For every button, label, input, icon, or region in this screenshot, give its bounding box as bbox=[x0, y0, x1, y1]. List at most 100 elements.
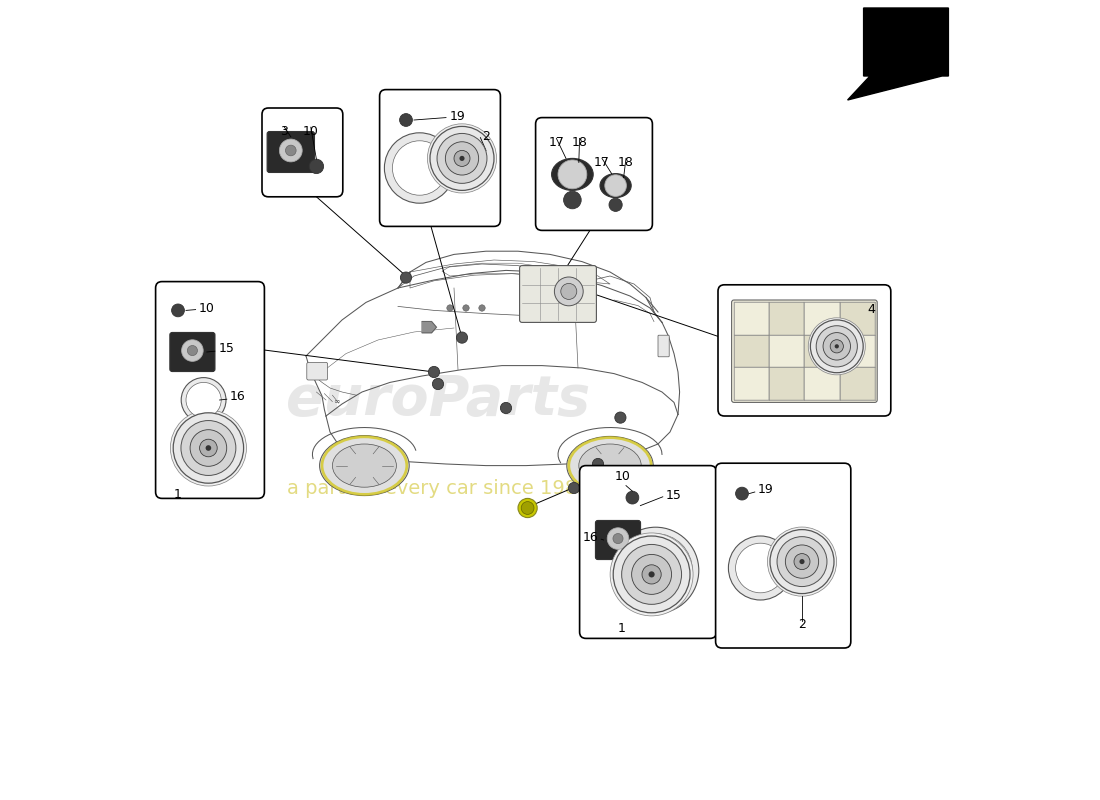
Text: 18: 18 bbox=[618, 156, 634, 169]
Bar bbox=[769, 335, 804, 367]
Circle shape bbox=[800, 559, 804, 564]
Circle shape bbox=[446, 142, 478, 175]
Circle shape bbox=[736, 543, 785, 593]
Bar bbox=[734, 367, 769, 400]
Circle shape bbox=[399, 114, 412, 126]
FancyBboxPatch shape bbox=[536, 118, 652, 230]
Circle shape bbox=[768, 527, 837, 596]
Circle shape bbox=[794, 554, 810, 570]
Text: ∞: ∞ bbox=[333, 397, 340, 406]
Text: 15: 15 bbox=[666, 489, 682, 502]
FancyBboxPatch shape bbox=[155, 282, 264, 498]
Circle shape bbox=[785, 545, 818, 578]
Ellipse shape bbox=[579, 444, 641, 487]
Circle shape bbox=[631, 554, 672, 594]
Text: 10: 10 bbox=[199, 302, 214, 314]
Circle shape bbox=[279, 139, 302, 162]
FancyBboxPatch shape bbox=[379, 90, 500, 226]
Bar bbox=[839, 367, 875, 400]
Circle shape bbox=[770, 530, 834, 594]
Circle shape bbox=[610, 533, 693, 616]
Circle shape bbox=[811, 320, 864, 373]
Circle shape bbox=[460, 156, 464, 161]
Circle shape bbox=[199, 439, 217, 457]
Circle shape bbox=[428, 124, 496, 193]
Circle shape bbox=[569, 482, 580, 494]
Circle shape bbox=[463, 305, 470, 311]
Circle shape bbox=[500, 402, 512, 414]
Circle shape bbox=[558, 160, 586, 189]
Circle shape bbox=[454, 150, 470, 166]
FancyBboxPatch shape bbox=[267, 131, 315, 173]
Circle shape bbox=[554, 277, 583, 306]
Circle shape bbox=[621, 545, 682, 604]
Circle shape bbox=[626, 491, 639, 504]
Ellipse shape bbox=[566, 437, 653, 494]
Text: 19: 19 bbox=[450, 110, 465, 122]
Circle shape bbox=[576, 297, 587, 308]
Circle shape bbox=[182, 340, 204, 362]
Circle shape bbox=[613, 527, 698, 614]
Circle shape bbox=[187, 346, 197, 355]
Circle shape bbox=[605, 175, 626, 196]
FancyBboxPatch shape bbox=[307, 362, 328, 380]
Circle shape bbox=[400, 272, 411, 283]
Bar bbox=[734, 335, 769, 367]
Circle shape bbox=[823, 333, 850, 360]
FancyBboxPatch shape bbox=[658, 335, 669, 357]
Text: a part for every car since 1985: a part for every car since 1985 bbox=[287, 478, 590, 498]
Ellipse shape bbox=[600, 174, 631, 198]
Text: 10: 10 bbox=[302, 125, 319, 138]
Circle shape bbox=[190, 430, 227, 466]
Text: 2: 2 bbox=[482, 130, 490, 142]
Circle shape bbox=[309, 159, 323, 174]
Circle shape bbox=[521, 502, 534, 514]
Circle shape bbox=[736, 487, 748, 500]
Circle shape bbox=[808, 318, 866, 375]
Bar bbox=[804, 302, 839, 335]
FancyBboxPatch shape bbox=[580, 466, 716, 638]
Bar bbox=[839, 335, 875, 367]
Circle shape bbox=[642, 565, 661, 584]
Polygon shape bbox=[848, 8, 948, 100]
FancyBboxPatch shape bbox=[716, 463, 850, 648]
Circle shape bbox=[186, 382, 221, 418]
FancyBboxPatch shape bbox=[262, 108, 343, 197]
Circle shape bbox=[437, 134, 487, 183]
Text: 16: 16 bbox=[582, 531, 598, 544]
Circle shape bbox=[613, 536, 690, 613]
Circle shape bbox=[561, 283, 576, 299]
Circle shape bbox=[518, 498, 537, 518]
Circle shape bbox=[456, 332, 468, 343]
Text: euroParts: euroParts bbox=[286, 373, 590, 427]
Circle shape bbox=[816, 326, 857, 367]
Bar bbox=[769, 367, 804, 400]
Circle shape bbox=[613, 534, 623, 544]
Bar bbox=[804, 335, 839, 367]
Bar bbox=[804, 367, 839, 400]
Text: 10: 10 bbox=[615, 470, 630, 483]
Circle shape bbox=[619, 534, 692, 607]
Circle shape bbox=[180, 421, 235, 475]
Text: 3: 3 bbox=[280, 125, 288, 138]
Text: 1: 1 bbox=[617, 622, 625, 635]
Circle shape bbox=[286, 145, 296, 156]
Circle shape bbox=[728, 536, 792, 600]
Circle shape bbox=[563, 191, 581, 209]
Circle shape bbox=[393, 141, 447, 195]
Circle shape bbox=[447, 305, 453, 311]
Circle shape bbox=[206, 445, 211, 451]
Circle shape bbox=[777, 537, 827, 586]
Circle shape bbox=[384, 133, 454, 203]
Circle shape bbox=[615, 412, 626, 423]
Text: 17: 17 bbox=[549, 136, 564, 149]
Circle shape bbox=[430, 126, 494, 190]
FancyBboxPatch shape bbox=[732, 300, 877, 402]
Text: 15: 15 bbox=[219, 342, 234, 355]
FancyBboxPatch shape bbox=[718, 285, 891, 416]
Circle shape bbox=[607, 528, 629, 550]
FancyBboxPatch shape bbox=[169, 333, 214, 371]
Ellipse shape bbox=[320, 435, 409, 495]
Circle shape bbox=[835, 344, 839, 349]
Text: 1: 1 bbox=[174, 488, 182, 501]
